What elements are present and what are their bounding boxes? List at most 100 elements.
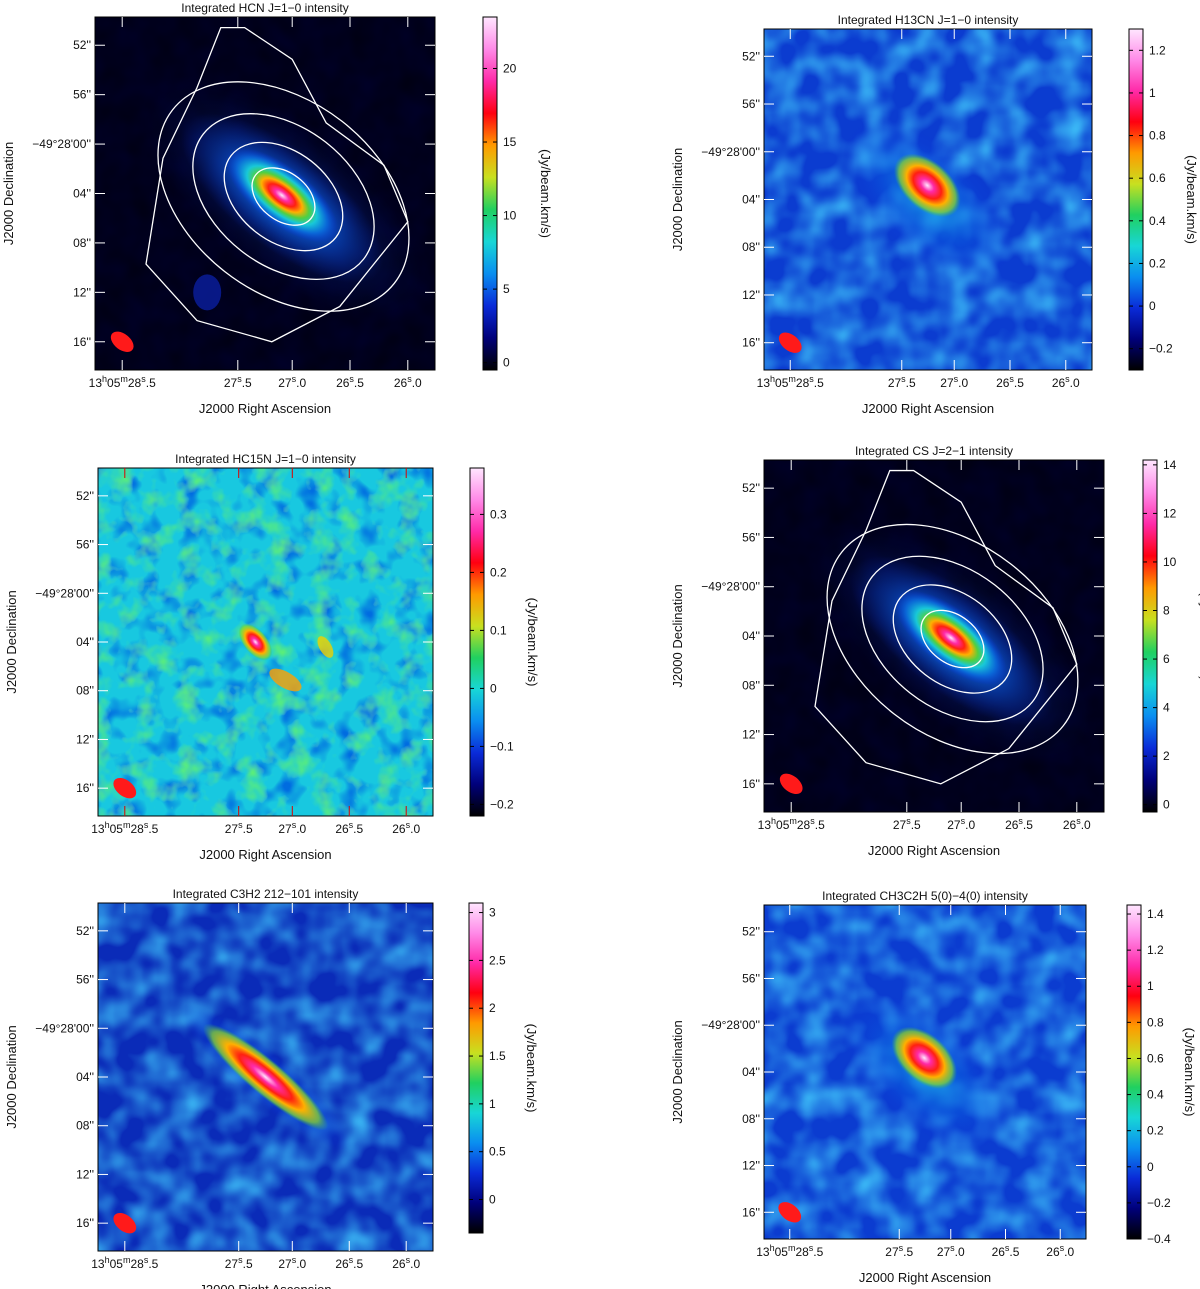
emission-core bbox=[893, 153, 961, 218]
y-axis-title: J2000 Declination bbox=[670, 1020, 685, 1123]
colorbar-tick-label: 1 bbox=[1149, 86, 1156, 100]
intensity-map bbox=[764, 460, 1104, 812]
colorbar bbox=[1128, 28, 1144, 371]
dec-tick-label: 16'' bbox=[742, 777, 760, 791]
colorbar-tick-label: 0.6 bbox=[1149, 171, 1166, 185]
dec-tick-label: −49°28'00'' bbox=[701, 1018, 760, 1032]
intensity-map bbox=[764, 905, 1086, 1239]
dec-tick-label: 16'' bbox=[73, 335, 91, 349]
colorbar-tick-label: 0.4 bbox=[1147, 1088, 1164, 1102]
colorbar-tick-label: 12 bbox=[1163, 506, 1177, 520]
dec-tick-label: −49°28'00'' bbox=[701, 580, 760, 594]
beam-ellipse bbox=[113, 1212, 137, 1234]
panel-3: Integrated HC15N J=1−0 intensity 52'' 56''… bbox=[4, 452, 540, 862]
x-axis-title: J2000 Right Ascension bbox=[868, 843, 1000, 858]
colorbar-tick-label: 0.5 bbox=[489, 1145, 506, 1159]
ra-tick-label: 13h05m28s.5 bbox=[91, 820, 158, 836]
dec-tick-label: 04'' bbox=[742, 193, 760, 207]
colorbar-tick-label: 0 bbox=[1163, 798, 1170, 812]
colorbar-tick-label: −0.2 bbox=[1147, 1196, 1171, 1210]
ra-tick-label: 26s.0 bbox=[392, 820, 420, 836]
dec-tick-label: 08'' bbox=[742, 1112, 760, 1126]
ra-tick-label: 26s.0 bbox=[392, 1255, 420, 1271]
colorbar-tick-label: 1.5 bbox=[489, 1049, 506, 1063]
contour-set bbox=[814, 469, 1079, 785]
intensity-map bbox=[98, 903, 433, 1251]
ra-tick-label: 27s.5 bbox=[893, 816, 921, 832]
panel-2: Integrated H13CN J=1−0 intensity 52'' 56''… bbox=[670, 13, 1199, 416]
colorbar bbox=[1142, 459, 1158, 813]
emission-knot bbox=[269, 668, 302, 692]
colorbar bbox=[468, 902, 484, 1234]
dec-tick-label: 16'' bbox=[742, 336, 760, 350]
colorbar-title: (Jy/beam.km/s) bbox=[1198, 592, 1200, 681]
dec-tick-label: 12'' bbox=[76, 732, 94, 746]
colorbar-tick-label: 0.2 bbox=[490, 565, 507, 579]
colorbar-tick-label: 14 bbox=[1163, 458, 1177, 472]
ra-tick-label: 27s.5 bbox=[888, 374, 916, 390]
dec-tick-label: 04'' bbox=[742, 629, 760, 643]
contour-level-2 bbox=[892, 584, 1013, 694]
colorbar-tick-label: 0.2 bbox=[1147, 1124, 1164, 1138]
ra-tick-label: 26s.0 bbox=[1063, 816, 1091, 832]
ra-tick-label: 26s.5 bbox=[335, 820, 363, 836]
ra-tick-label: 27s.5 bbox=[225, 1255, 253, 1271]
dec-tick-label: 52'' bbox=[742, 49, 760, 63]
ra-tick-label: 27s.5 bbox=[224, 374, 252, 390]
panel-title: Integrated CS J=2−1 intensity bbox=[855, 444, 1013, 458]
ra-tick-label: 13h05m28s.5 bbox=[758, 816, 825, 832]
colorbar-tick-label: 1.2 bbox=[1149, 43, 1166, 57]
panel-title: Integrated C3H2 212−101 intensity bbox=[173, 887, 359, 901]
ra-tick-label: 26s.0 bbox=[1052, 374, 1080, 390]
dec-tick-label: 08'' bbox=[76, 684, 94, 698]
colorbar-tick-label: 1.4 bbox=[1147, 907, 1164, 921]
intensity-map bbox=[95, 17, 435, 370]
dec-tick-label: 52'' bbox=[76, 489, 94, 503]
colorbar bbox=[1126, 904, 1142, 1240]
secondary-clump bbox=[193, 274, 222, 311]
dec-tick-label: 56'' bbox=[73, 88, 91, 102]
contour-outer bbox=[814, 469, 1078, 785]
beam-ellipse bbox=[110, 331, 134, 352]
colorbar-title: (Jy/beam.km/s) bbox=[1182, 1028, 1197, 1117]
colorbar-tick-label: 0.2 bbox=[1149, 256, 1166, 270]
dec-tick-label: 56'' bbox=[742, 530, 760, 544]
ra-tick-label: 27s.0 bbox=[937, 1243, 965, 1259]
panel-title: Integrated H13CN J=1−0 intensity bbox=[838, 13, 1019, 27]
dec-tick-label: 16'' bbox=[76, 781, 94, 795]
colorbar-tick-label: 0 bbox=[1149, 299, 1156, 313]
dec-tick-label: 56'' bbox=[742, 971, 760, 985]
emission-core bbox=[202, 1023, 329, 1131]
colorbar-tick-label: 0 bbox=[1147, 1160, 1154, 1174]
colorbar-title: (Jy/beam.km/s) bbox=[1184, 155, 1199, 244]
colorbar-tick-label: 0.3 bbox=[490, 507, 507, 521]
contour-level-2 bbox=[223, 141, 344, 252]
ra-tick-label: 26s.5 bbox=[996, 374, 1024, 390]
colorbar-tick-label: −0.2 bbox=[490, 797, 514, 811]
dec-tick-label: 12'' bbox=[73, 285, 91, 299]
emission-core bbox=[238, 623, 273, 661]
colorbar-tick-label: −0.4 bbox=[1147, 1232, 1171, 1246]
contour-level-3 bbox=[192, 113, 375, 280]
dec-tick-label: −49°28'00'' bbox=[32, 137, 91, 151]
colorbar-tick-label: 0.8 bbox=[1147, 1015, 1164, 1029]
ra-tick-label: 26s.0 bbox=[1046, 1243, 1074, 1259]
dec-tick-label: 08'' bbox=[742, 678, 760, 692]
beam-ellipse bbox=[778, 1202, 802, 1223]
beam-ellipse bbox=[779, 773, 803, 795]
y-axis-title: J2000 Declination bbox=[670, 584, 685, 687]
colorbar-tick-label: −0.2 bbox=[1149, 342, 1173, 356]
colorbar-tick-label: 1.2 bbox=[1147, 943, 1164, 957]
dec-tick-label: −49°28'00'' bbox=[35, 1021, 94, 1035]
dec-tick-label: 04'' bbox=[73, 187, 91, 201]
colorbar-tick-label: 2 bbox=[489, 1001, 496, 1015]
colorbar bbox=[469, 467, 485, 817]
dec-tick-label: 08'' bbox=[73, 236, 91, 250]
colorbar-tick-label: 2 bbox=[1163, 749, 1170, 763]
x-axis-title: J2000 Right Ascension bbox=[862, 401, 994, 416]
dec-tick-label: 08'' bbox=[76, 1119, 94, 1133]
y-axis-title: J2000 Declination bbox=[4, 1025, 19, 1128]
panel-title: Integrated HC15N J=1−0 intensity bbox=[175, 452, 356, 466]
colorbar-tick-label: 1 bbox=[489, 1097, 496, 1111]
panel-4: Integrated CS J=2−1 intensity 52'' 56'' −49… bbox=[670, 444, 1200, 858]
